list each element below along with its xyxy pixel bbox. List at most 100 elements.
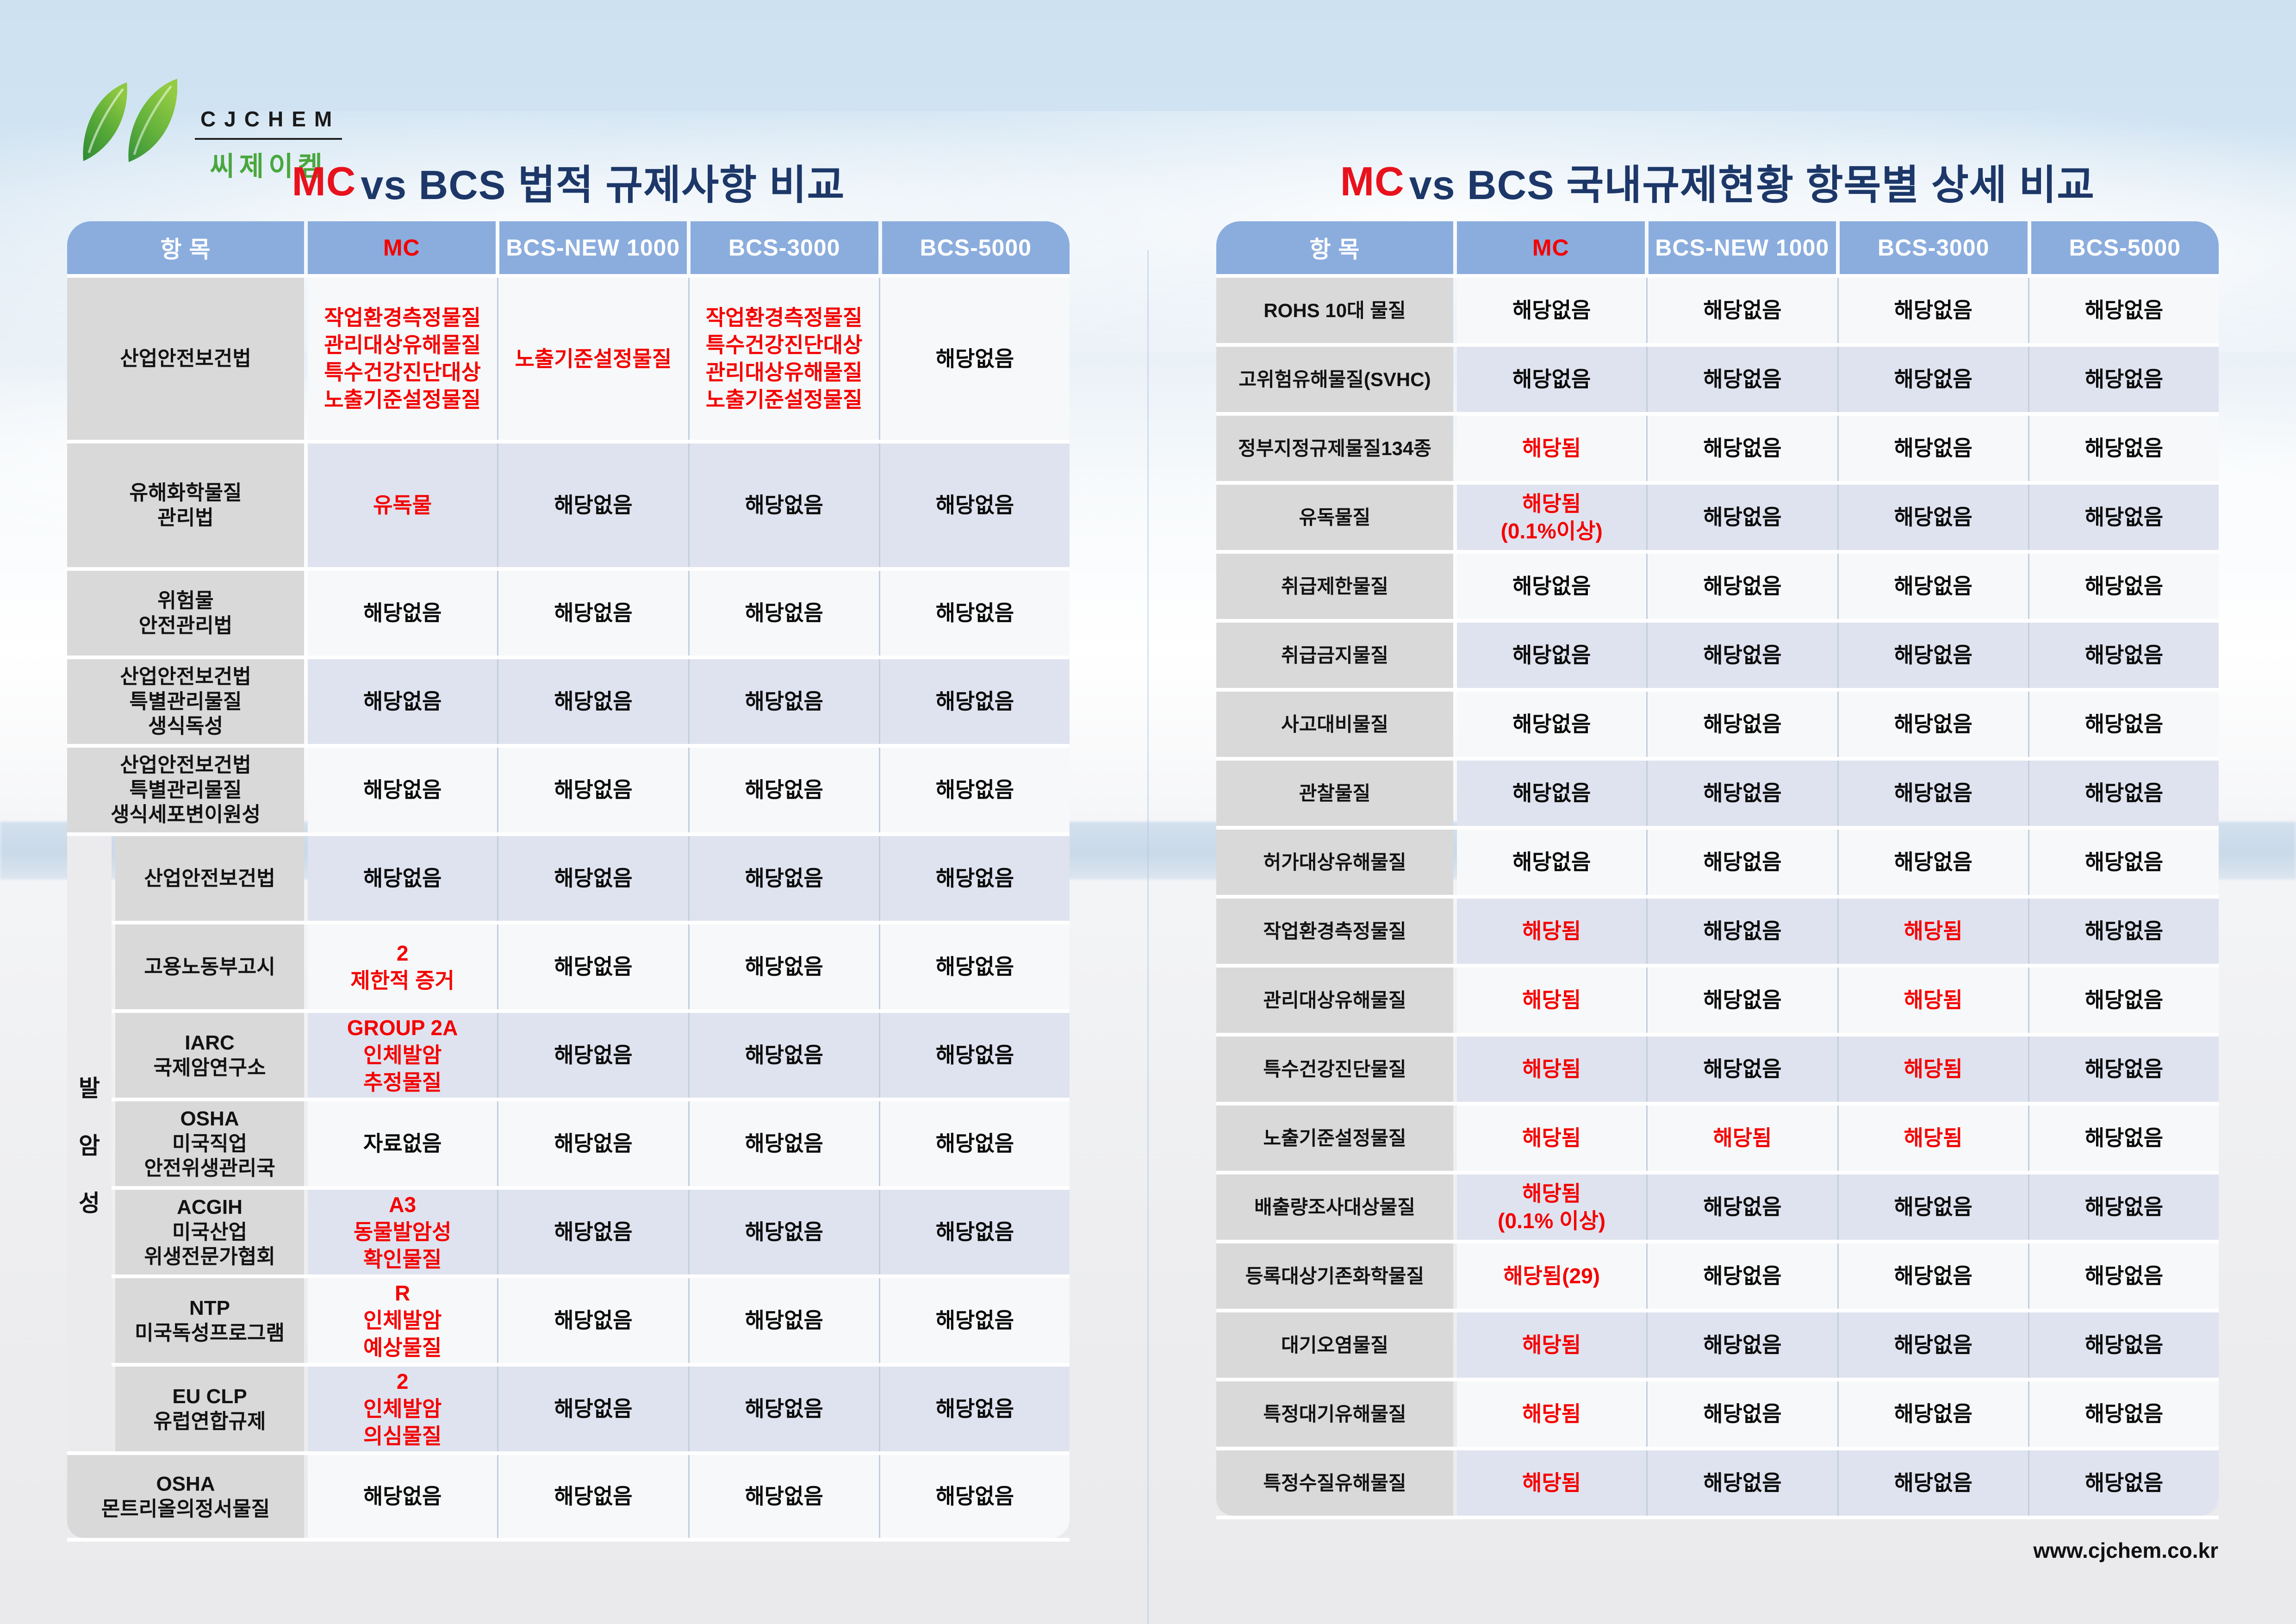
cell: 해당없음 [1646,347,1837,412]
row-label: 관리대상유해물질 [1216,968,1453,1033]
right-table-title: MC vs BCS 국내규제현황 항목별 상세 비교 [1216,149,2219,214]
table-row: 산업안전보건법 해당없음 해당없음 해당없음 해당없음 [67,836,1070,924]
table-row: 등록대상기존화학물질 해당됨(29) 해당없음 해당없음 해당없음 [1216,1243,2219,1312]
cell: 해당없음 [2028,347,2219,412]
cell: 해당됨 [1457,1106,1647,1171]
cell: 해당없음 [688,1455,879,1538]
cell: 해당됨 (0.1% 이상) [1457,1174,1647,1240]
cell: 해당없음 [1646,485,1837,550]
cell: 해당없음 [1646,692,1837,757]
cell: 해당없음 [1837,1450,2028,1516]
table-row: 위험물 안전관리법 해당없음 해당없음 해당없음 해당없음 [67,571,1070,659]
table-row: 작업환경측정물질 해당됨 해당없음 해당됨 해당없음 [1216,899,2219,968]
header-cell: 항 목 [1216,221,1453,274]
cell: 해당없음 [2028,278,2219,343]
cell: 해당없음 [2028,1037,2219,1102]
cell: 해당없음 [497,443,688,567]
cell: 해당없음 [497,924,688,1009]
table-row: 유해화학물질 관리법 유독물 해당없음 해당없음 해당없음 [67,443,1070,571]
cell: 해당없음 [1646,1174,1837,1240]
cell: 해당없음 [497,1101,688,1186]
row-label: 산업안전보건법 특별관리물질 생식독성 [67,659,304,744]
company-logo: CJCHEM 씨제이켐 [82,79,342,183]
cell: 작업환경측정물질 특수건강진단대상 관리대상유해물질 노출기준설정물질 [688,278,879,440]
cell: 해당없음 [2028,968,2219,1033]
row-label: 취급제한물질 [1216,554,1453,619]
cell: 해당없음 [688,1278,879,1363]
background-seam-line [1147,250,1149,1624]
cell: 해당없음 [308,748,498,832]
row-label: ROHS 10대 물질 [1216,278,1453,343]
cell: 해당없음 [1646,761,1837,826]
cell: 해당됨 [1646,1106,1837,1171]
cell: 해당없음 [1646,278,1837,343]
cell: 해당없음 [1457,347,1647,412]
cell: 해당없음 [688,924,879,1009]
cell: 해당없음 [1646,830,1837,895]
cell: 해당없음 [688,836,879,921]
cell: 해당없음 [878,1455,1070,1538]
cell: 해당없음 [2028,899,2219,964]
table-row: OSHA 미국직업 안전위생관리국 자료없음 해당없음 해당없음 해당없음 [67,1101,1070,1190]
header-cell: MC [308,221,496,274]
legal-regulation-comparison-table: 항 목 MC BCS-NEW 1000 BCS-3000 BCS-5000 산업안전보건법… [67,221,1070,1542]
row-label: 관찰물질 [1216,761,1453,826]
cell: 해당없음 [878,659,1070,744]
row-label: NTP 미국독성프로그램 [115,1278,304,1363]
header-cell: BCS-3000 [691,221,878,274]
website-url: www.cjchem.co.kr [2033,1538,2218,1562]
leaf-logo-icon [83,79,177,162]
row-label: 유해화학물질 관리법 [67,443,304,567]
left-title-mc: MC [292,158,356,204]
cell: 해당없음 [1837,1381,2028,1447]
cell: 해당없음 [1457,554,1647,619]
cell: 해당없음 [1837,692,2028,757]
table-header-row: 항 목 MC BCS-NEW 1000 BCS-3000 BCS-5000 [67,221,1070,278]
cell: 해당없음 [878,1367,1070,1451]
row-label: 유독물질 [1216,485,1453,550]
cell: 해당없음 [1837,1174,2028,1240]
cell: 해당됨 [1457,1312,1647,1378]
cell: 해당없음 [1646,416,1837,481]
cell: 해당없음 [688,659,879,744]
cell: 해당없음 [878,278,1070,440]
cell: 해당없음 [497,571,688,656]
table-row: 관리대상유해물질 해당됨 해당없음 해당됨 해당없음 [1216,968,2219,1037]
cell: 해당없음 [2028,1174,2219,1240]
cell: 노출기준설정물질 [497,278,688,440]
cell: 해당됨 [1457,968,1647,1033]
cell: 해당없음 [2028,1381,2219,1447]
cell: 해당됨(29) [1457,1243,1647,1309]
table-row: ACGIH 미국산업 위생전문가협회 A3 동물발암성 확인물질 해당없음 해당없음 해당없음 [67,1190,1070,1278]
table-row: 산업안전보건법 특별관리물질 생식세포변이원성 해당없음 해당없음 해당없음 해당없음 [67,748,1070,836]
cell: 해당없음 [2028,1450,2219,1516]
cell: 해당없음 [878,1101,1070,1186]
cell: 해당됨 [1837,1106,2028,1171]
cell: A3 동물발암성 확인물질 [308,1190,498,1274]
table-row: 유독물질 해당됨 (0.1%이상) 해당없음 해당없음 해당없음 [1216,485,2219,554]
cell: 해당없음 [2028,692,2219,757]
table-row: 취급제한물질 해당없음 해당없음 해당없음 해당없음 [1216,554,2219,623]
cell: 해당없음 [878,748,1070,832]
table-row: 특정대기유해물질 해당됨 해당없음 해당없음 해당없음 [1216,1381,2219,1450]
row-label: 작업환경측정물질 [1216,899,1453,964]
row-label: ACGIH 미국산업 위생전문가협회 [115,1190,304,1274]
cell: 해당없음 [2028,554,2219,619]
cell: 2 제한적 증거 [308,924,498,1009]
header-cell: BCS-5000 [882,221,1070,274]
cell: 해당없음 [1837,554,2028,619]
row-label: IARC 국제암연구소 [115,1013,304,1098]
cell: 해당없음 [497,1367,688,1451]
cell: 해당없음 [2028,1106,2219,1171]
cell: GROUP 2A 인체발암 추정물질 [308,1013,498,1098]
cell: 해당없음 [688,571,879,656]
cell: 해당없음 [497,748,688,832]
cell: 해당됨 [1837,899,2028,964]
row-label: 정부지정규제물질134종 [1216,416,1453,481]
table-row: 노출기준설정물질 해당됨 해당됨 해당됨 해당없음 [1216,1106,2219,1174]
cell: 해당없음 [1646,1312,1837,1378]
cell: 해당됨 [1457,416,1647,481]
header-cell: BCS-5000 [2031,221,2219,274]
cell: 해당됨 [1457,1381,1647,1447]
